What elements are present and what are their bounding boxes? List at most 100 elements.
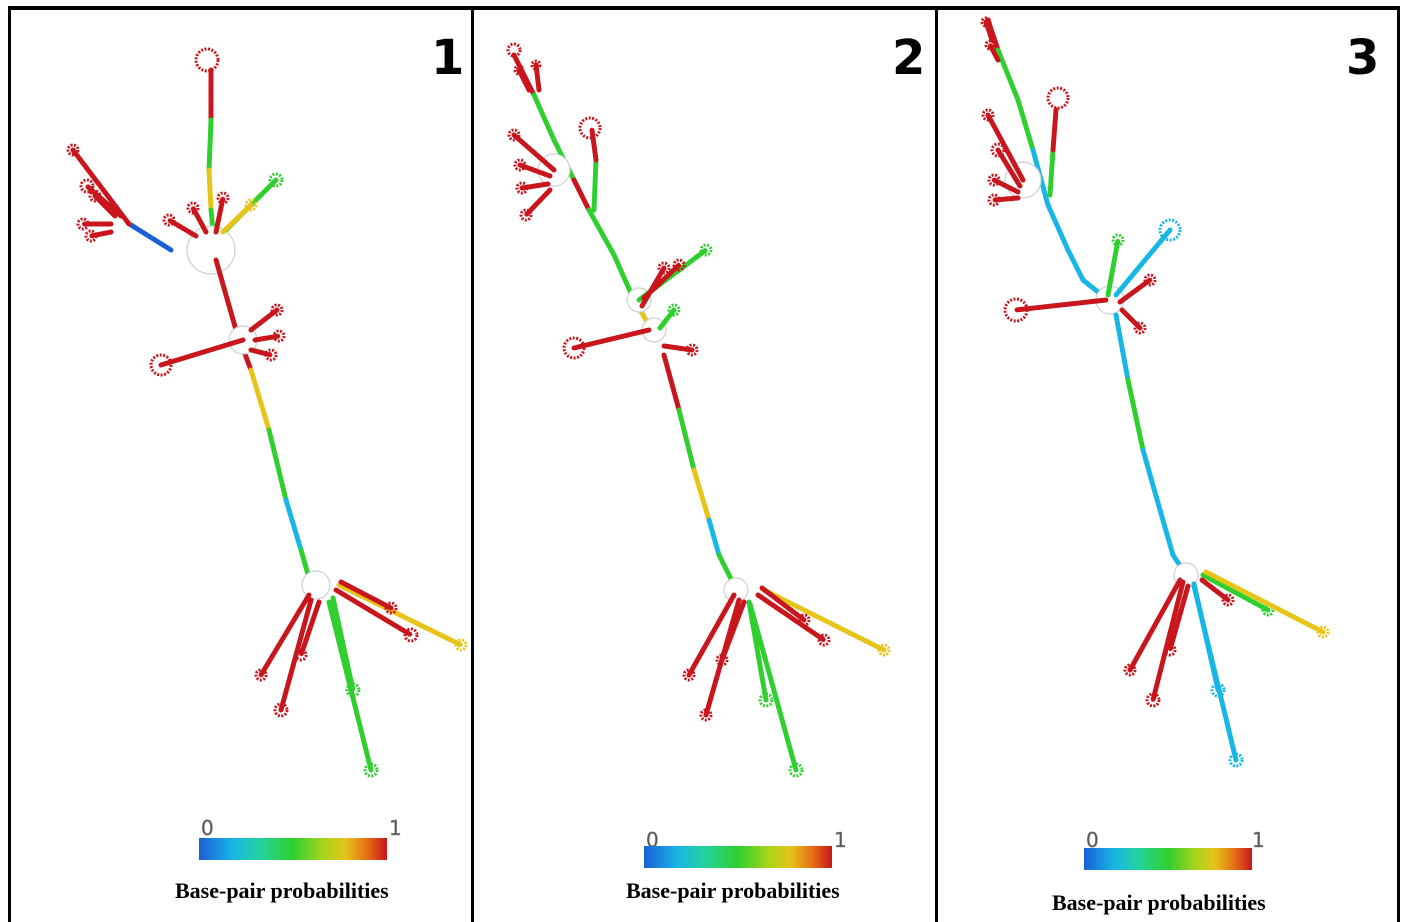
helix-stem: [1200, 572, 1271, 613]
hairpin-loop: [515, 181, 529, 195]
hairpin-loop: [454, 638, 468, 652]
colorbar: [1084, 848, 1252, 870]
helix-stem: [1127, 577, 1183, 673]
helix-stem: [661, 343, 695, 353]
hairpin-loop: [1145, 692, 1161, 708]
helix-stem: [761, 587, 887, 653]
helix-stem: [1167, 583, 1191, 653]
hairpin-loop: [66, 143, 80, 157]
hairpin-loop: [216, 191, 230, 205]
helix-stem: [691, 467, 712, 523]
helix-stem: [1191, 581, 1221, 693]
helix-stem: [661, 352, 682, 413]
hairpin-loop: [877, 643, 891, 657]
helix-stem: [330, 595, 356, 693]
hairpin-loop: [1228, 752, 1244, 768]
helix-stem: [511, 132, 557, 173]
hairpin-loop: [1316, 625, 1330, 639]
hairpin-loop: [578, 116, 602, 140]
panel-3: 3 0 1 Base-pair probabilities: [935, 10, 1400, 922]
hairpin-loop: [79, 178, 95, 194]
helix-stem: [1045, 202, 1071, 253]
colorbar-max-label: 1: [1252, 828, 1265, 853]
hairpin-loop: [1111, 233, 1125, 247]
hairpin-loop: [162, 213, 176, 227]
helix-stem: [985, 112, 1026, 183]
hairpin-loop: [987, 193, 1001, 207]
helix-stem: [1125, 377, 1146, 453]
rna-secondary-structure: [506, 42, 891, 778]
hairpin-loop: [244, 198, 258, 212]
helix-stem: [266, 427, 289, 503]
helix-stem: [1050, 107, 1059, 153]
helix-stem: [719, 599, 747, 663]
hairpin-loop: [519, 208, 533, 222]
hairpin-loop: [699, 243, 713, 257]
helix-stem: [686, 592, 737, 678]
hairpin-loop: [264, 348, 278, 362]
hairpin-loop: [788, 762, 804, 778]
hairpin-loop: [384, 601, 398, 615]
hairpin-loop: [194, 47, 220, 73]
hairpin-loop: [987, 173, 1001, 187]
top-rule: [8, 6, 1400, 10]
helix-stem: [1015, 97, 1036, 153]
hairpin-loop: [270, 303, 284, 317]
hairpin-loop: [294, 648, 308, 662]
helix-stem: [1157, 507, 1176, 558]
hairpin-loop: [403, 627, 419, 643]
helix-stem: [586, 207, 617, 258]
hairpin-loop: [273, 702, 289, 718]
helix-stem: [166, 217, 199, 239]
helix-stem: [258, 592, 312, 678]
panel-number: 2: [892, 30, 926, 86]
helix-stem: [995, 147, 1023, 189]
helix-stem: [1113, 312, 1131, 383]
multiloop-junction: [723, 577, 749, 603]
panel-number: 1: [431, 30, 465, 86]
hairpin-loop: [507, 128, 521, 142]
helix-stem: [991, 177, 1021, 195]
helix-stem: [706, 517, 722, 558]
helix-stem: [991, 195, 1021, 203]
colorbar: [644, 846, 832, 868]
helix-stem: [759, 585, 807, 623]
helix-stem: [995, 47, 1021, 103]
hairpin-loop: [657, 261, 671, 275]
hairpin-loop: [1163, 643, 1177, 657]
hairpin-loop: [562, 336, 586, 360]
hairpin-loop: [513, 158, 527, 172]
hairpin-loop: [1003, 297, 1029, 323]
hairpin-loop: [268, 172, 284, 188]
helix-stem: [1203, 569, 1326, 635]
colorbar-caption: Base-pair probabilities: [1052, 890, 1266, 915]
helix-stem: [676, 407, 697, 473]
hairpin-loop: [1133, 321, 1147, 335]
helix-stem: [333, 587, 414, 638]
helix-stem: [248, 347, 274, 358]
helix-stem: [571, 327, 652, 351]
helix-stem: [248, 367, 272, 433]
helix-stem: [338, 579, 394, 611]
hairpin-loop: [1158, 218, 1182, 242]
hairpin-loop: [980, 16, 992, 28]
helix-stem: [1140, 447, 1163, 513]
colorbar-caption: Base-pair probabilities: [626, 878, 840, 903]
helix-stem: [206, 117, 214, 173]
hairpin-loop: [817, 633, 831, 647]
helix-stem: [523, 187, 553, 218]
helix-stem: [531, 92, 557, 143]
panel-1: 1 0 1 Base-pair probabilities: [8, 10, 472, 922]
helix-stem: [571, 177, 592, 213]
colorbar-max-label: 1: [834, 828, 847, 853]
hairpin-loop: [715, 653, 729, 667]
hairpin-loop: [272, 329, 286, 343]
helix-stem: [1013, 297, 1109, 313]
hairpin-loop: [1221, 593, 1235, 607]
helix-stem: [657, 307, 677, 331]
hairpin-loop: [990, 142, 1006, 158]
hairpin-loop: [1123, 663, 1137, 677]
hairpin-loop: [667, 303, 681, 317]
hairpin-loop: [530, 59, 542, 71]
